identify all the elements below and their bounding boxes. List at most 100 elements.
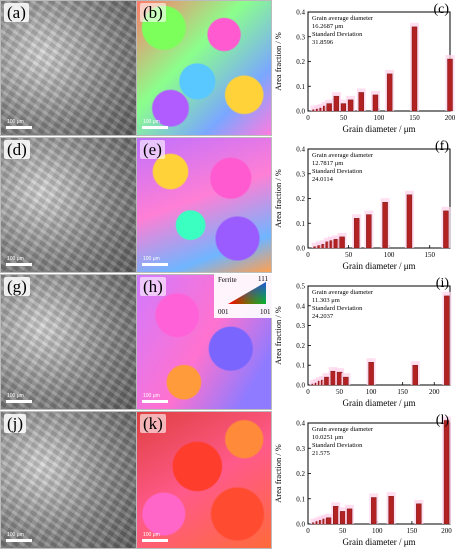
scale-bar-text: 100 μm [143,256,160,262]
scale-bar-text: 100 μm [143,119,160,125]
y-tick-label: 0.4 [296,302,305,310]
y-tick-label: 0.0 [296,382,305,390]
panel-label: (l) [436,413,450,428]
bar [358,92,364,112]
bar [339,511,346,525]
y-tick-label: 0.2 [296,470,305,478]
y-tick-label: 0.0 [296,521,305,529]
x-tick-label: 50 [345,251,353,259]
panel-label-e: (e) [140,140,165,159]
panel-label-k: (k) [140,414,166,433]
bar [333,506,339,525]
chart-i: 0.0 0.1 0.2 0.3 0.4 0.5 0 50 100 150 200 Grain diam… [270,274,456,411]
x-tick-label: 50 [336,388,344,396]
y-tick-label: 0.3 [296,33,305,41]
bar [366,214,372,249]
x-tick-label: 50 [339,527,347,535]
stats-annotation: Standard Deviation [312,442,363,449]
ipf-pole-001: 001 [218,308,229,316]
panel-label-a: (a) [4,3,29,22]
bar [339,236,345,249]
chart-f: 0.0 0.1 0.2 0.3 0.4 0 50 100 150 Grain diameter /… [270,137,456,274]
scale-bar-text: 100 μm [7,256,24,262]
scale-bar [142,539,168,542]
scale-bar [142,400,168,403]
x-tick-label: 150 [409,114,420,122]
bar [347,99,354,112]
y-tick-label: 0.4 [296,146,305,154]
x-tick-label: 100 [374,114,385,122]
stats-annotation: Standard Deviation [312,305,363,312]
stats-annotation: Grain average diameter [312,15,374,22]
sem-micrograph-j: (j) 100 μm [0,411,138,549]
stats-annotation: Grain average diameter [312,289,374,296]
chart-c: 0.0 0.1 0.2 0.3 0.4 0 50 100 150 200 Grain diamete… [270,0,456,137]
x-tick-label: 100 [384,251,395,259]
scale-bar [6,263,32,266]
x-tick-label: 0 [306,114,310,122]
bar [412,364,418,386]
x-tick-label: 0 [306,388,310,396]
y-axis-label: Area fraction / % [273,169,283,228]
sem-micrograph-a: (a) 100 μm [0,0,138,136]
y-tick-label: 0.2 [296,342,305,350]
bar [343,376,349,386]
x-axis-label: Grain diameter / μm [342,537,415,547]
bar [330,370,336,386]
bar [388,496,394,525]
bar [336,371,343,386]
histogram-f: 0.0 0.1 0.2 0.3 0.4 0 50 100 150 Grain diameter /… [273,139,451,271]
bar [386,73,393,112]
bar [324,376,330,386]
y-tick-label: 0.1 [296,495,305,503]
scale-bar [6,126,32,129]
ebsd-map-e: (e) 100 μm [136,137,272,273]
x-tick-label: 100 [372,527,383,535]
bar [372,94,379,112]
stats-annotation: 11.303 μm [312,297,340,304]
bar [411,26,418,112]
x-axis-label: Grain diameter / μm [342,261,415,271]
bar [444,295,450,386]
stats-annotation: 16.2687 μm [312,23,343,30]
bar [406,194,413,249]
stats-annotation: 10.0251 μm [312,434,343,441]
ipf-triangle-svg: Ferrite 111 001 101 [218,275,271,316]
histogram-i: 0.0 0.1 0.2 0.3 0.4 0.5 0 50 100 150 200 Grain diam… [273,276,452,408]
bar [353,218,360,249]
y-tick-label: 0.3 [296,322,305,330]
stats-annotation: Standard Deviation [312,168,363,175]
y-tick-label: 0.0 [296,108,305,116]
x-tick-label: 150 [397,388,408,396]
x-tick-label: 150 [424,251,435,259]
histogram-c: 0.0 0.1 0.2 0.3 0.4 0 50 100 150 200 Grain diamete… [273,2,456,134]
y-tick-label: 0.1 [296,83,305,91]
stats-annotation: 21.575 [312,450,330,457]
y-tick-label: 0.0 [296,245,305,253]
y-tick-label: 0.3 [296,170,305,178]
bar [326,103,332,112]
scale-bar-text: 100 μm [143,532,160,538]
stats-annotation: 24.2037 [312,313,334,320]
x-tick-label: 150 [407,527,418,535]
bar [382,202,388,249]
y-axis-label: Area fraction / % [273,306,283,365]
scale-bar [6,539,32,542]
panel-label: (c) [433,2,449,17]
scale-bar-text: 100 μm [7,119,24,125]
scale-bar-text: 100 μm [7,532,24,538]
panel-label-j: (j) [4,414,27,433]
panel-label-h: (h) [140,277,166,296]
stats-annotation: 12.7817 μm [312,160,343,167]
ipf-pole-101: 101 [260,308,271,316]
chart-l: 0.0 0.1 0.2 0.3 0.4 0 50 100 150 200 Grain diamete… [270,411,456,550]
y-axis-label: Area fraction / % [273,32,283,91]
y-tick-label: 0.1 [296,362,305,370]
scale-bar-text: 100 μm [7,393,24,399]
x-axis-label: Grain diameter / μm [342,398,415,408]
panel-label: (f) [435,139,449,154]
bar [368,362,374,386]
scale-bar-text: 100 μm [143,393,160,399]
y-tick-label: 0.4 [296,9,305,17]
y-tick-label: 0.2 [296,58,305,66]
